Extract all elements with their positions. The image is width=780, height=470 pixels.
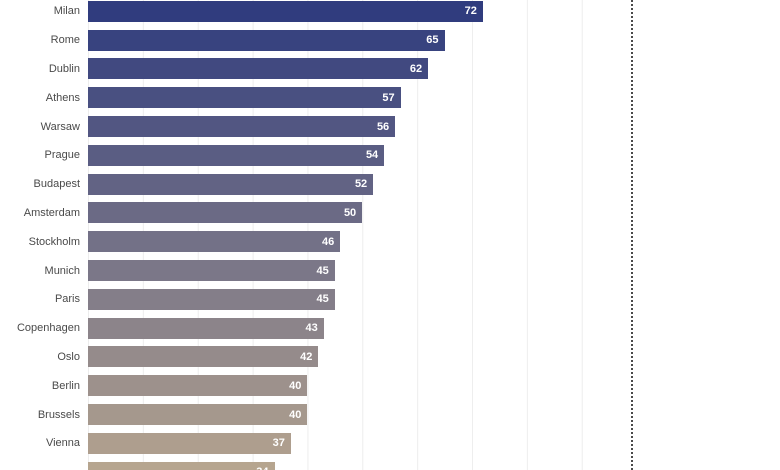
bar-area: 62 <box>88 58 780 80</box>
bar-area: 45 <box>88 288 780 310</box>
bar-area: 42 <box>88 346 780 368</box>
category-label: Paris <box>54 293 80 306</box>
category-label: Budapest <box>33 178 80 191</box>
value-label: 45 <box>316 264 329 277</box>
chart-row: Warsaw 56 <box>0 112 780 141</box>
category-label: Vienna <box>45 437 80 450</box>
category-label: Warsaw <box>40 120 80 133</box>
chart-row: Milan 72 <box>0 0 780 26</box>
bar: 46 <box>88 231 341 253</box>
value-label: 34 <box>256 466 268 470</box>
bar-area: 65 <box>88 29 780 51</box>
bar-area: 50 <box>88 202 780 224</box>
category-label: Copenhagen <box>16 322 80 335</box>
bar-area: 43 <box>88 317 780 339</box>
value-label: 50 <box>343 206 357 219</box>
bar-area: 37 <box>88 432 780 454</box>
bar-area: 40 <box>88 375 780 397</box>
category-label: Amsterdam <box>23 206 80 219</box>
category-label: Milan <box>53 5 80 18</box>
chart-row: Copenhagen 43 <box>0 314 780 343</box>
value-label: 54 <box>365 149 379 162</box>
chart-row: Amsterdam 50 <box>0 199 780 228</box>
chart-row: Paris 45 <box>0 285 780 314</box>
chart-row: Vienna 37 <box>0 429 780 458</box>
bar: 43 <box>88 317 324 339</box>
value-label: 37 <box>272 437 285 450</box>
bar-area: 34 <box>88 461 780 470</box>
chart-row: Stockholm 46 <box>0 227 780 256</box>
chart-row: Berlin 40 <box>0 371 780 400</box>
category-label: Dublin <box>48 62 80 75</box>
bar-area: 56 <box>88 116 780 138</box>
value-label: 43 <box>305 322 318 335</box>
bar-area: 57 <box>88 87 780 109</box>
chart-row: Athens 57 <box>0 83 780 112</box>
chart-row: 34 <box>0 458 780 470</box>
bar: 72 <box>88 0 483 22</box>
bar-area: 52 <box>88 173 780 195</box>
bar-area: 72 <box>88 0 780 22</box>
bar: 45 <box>88 288 335 310</box>
category-label: Prague <box>44 149 80 162</box>
chart-row: Munich 45 <box>0 256 780 285</box>
bar: 54 <box>88 144 385 166</box>
value-label: 40 <box>289 408 302 421</box>
bar-area: 45 <box>88 260 780 282</box>
bar: 42 <box>88 346 319 368</box>
value-label: 56 <box>376 120 390 133</box>
category-label: Berlin <box>51 379 80 392</box>
bar: 50 <box>88 202 363 224</box>
bar: 40 <box>88 375 308 397</box>
category-label: Munich <box>44 264 80 277</box>
chart-row: Budapest 52 <box>0 170 780 199</box>
bar: 34 <box>88 461 275 470</box>
bar: 40 <box>88 404 308 426</box>
chart-row: Rome 65 <box>0 26 780 55</box>
bar: 62 <box>88 58 429 80</box>
bar: 57 <box>88 87 401 109</box>
chart-row: Brussels 40 <box>0 400 780 429</box>
bar: 45 <box>88 260 335 282</box>
category-label: Stockholm <box>28 235 80 248</box>
chart-row: Prague 54 <box>0 141 780 170</box>
value-label: 40 <box>289 379 302 392</box>
bar: 56 <box>88 116 396 138</box>
category-label: Athens <box>45 91 80 104</box>
value-label: 72 <box>464 5 477 18</box>
bar-area: 54 <box>88 144 780 166</box>
value-label: 65 <box>426 34 439 47</box>
bar-area: 46 <box>88 231 780 253</box>
value-label: 46 <box>322 235 335 248</box>
chart-row: Dublin 62 <box>0 55 780 84</box>
value-label: 52 <box>354 178 368 191</box>
value-label: 45 <box>316 293 329 306</box>
bar: 37 <box>88 432 291 454</box>
bar-area: 40 <box>88 404 780 426</box>
bar: 52 <box>88 173 374 195</box>
value-label: 57 <box>382 91 395 104</box>
value-label: 42 <box>300 350 313 363</box>
category-label: Rome <box>50 34 80 47</box>
value-label: 62 <box>409 62 423 75</box>
category-label: Brussels <box>37 408 80 421</box>
category-label: Oslo <box>57 350 80 363</box>
chart-row: Oslo 42 <box>0 343 780 372</box>
bar: 65 <box>88 29 445 51</box>
